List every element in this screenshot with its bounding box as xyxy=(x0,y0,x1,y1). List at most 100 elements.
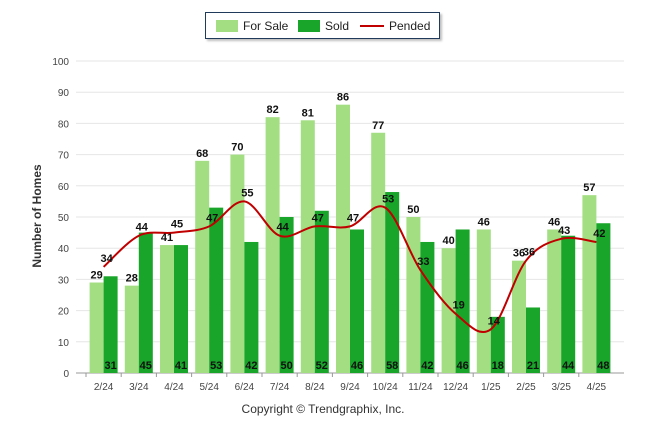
data-label-sold: 53 xyxy=(210,360,222,372)
data-label-for-sale: 82 xyxy=(266,104,278,116)
y-axis-label: Number of Homes xyxy=(30,164,44,268)
chart-legend: For Sale Sold Pended xyxy=(205,12,440,39)
data-label-for-sale: 81 xyxy=(302,107,314,119)
legend-swatch-sold xyxy=(298,20,320,32)
x-tick-label: 4/24 xyxy=(164,382,184,393)
data-label-pended: 42 xyxy=(593,228,605,240)
y-tick-label: 40 xyxy=(58,244,70,255)
data-label-for-sale: 46 xyxy=(478,216,490,228)
data-label-sold: 48 xyxy=(597,360,609,372)
data-label-pended: 53 xyxy=(382,194,394,206)
bar-for-sale xyxy=(300,120,315,373)
data-label-sold: 46 xyxy=(351,360,363,372)
data-label-sold: 18 xyxy=(492,360,504,372)
x-tick-label: 9/24 xyxy=(340,382,360,393)
x-tick-label: 8/24 xyxy=(305,382,325,393)
data-label-for-sale: 36 xyxy=(513,248,525,260)
bar-sold xyxy=(596,223,611,373)
bar-sold xyxy=(490,316,505,373)
data-label-pended: 44 xyxy=(136,222,149,234)
data-label-for-sale: 28 xyxy=(126,273,138,285)
y-tick-label: 30 xyxy=(58,275,70,286)
data-label-for-sale: 86 xyxy=(337,92,349,104)
bar-sold xyxy=(350,229,364,373)
legend-item-for-sale[interactable]: For Sale xyxy=(216,19,288,33)
bar-sold xyxy=(174,245,188,373)
bar-sold xyxy=(385,192,400,373)
data-label-pended: 47 xyxy=(206,212,218,224)
bar-for-sale xyxy=(441,248,456,373)
legend-item-pended[interactable]: Pended xyxy=(360,19,430,33)
data-label-for-sale: 50 xyxy=(407,204,419,216)
bar-sold xyxy=(314,210,329,373)
bar-sold xyxy=(455,229,470,373)
data-label-sold: 44 xyxy=(562,360,575,372)
x-tick-label: 11/24 xyxy=(408,382,433,393)
y-tick-label: 50 xyxy=(58,213,70,224)
bar-sold xyxy=(526,307,540,373)
x-tick-label: 5/24 xyxy=(199,382,219,393)
legend-item-sold[interactable]: Sold xyxy=(298,19,349,33)
data-label-sold: 46 xyxy=(456,360,468,372)
bar-for-sale xyxy=(512,260,526,373)
data-label-sold: 42 xyxy=(421,360,433,372)
data-label-for-sale: 41 xyxy=(161,232,173,244)
x-tick-label: 4/25 xyxy=(587,382,607,393)
legend-swatch-pended xyxy=(360,25,384,27)
legend-label-sold: Sold xyxy=(325,19,350,33)
bar-sold xyxy=(561,235,576,373)
data-label-sold: 41 xyxy=(175,360,187,372)
y-tick-label: 60 xyxy=(58,182,70,193)
x-tick-label: 12/24 xyxy=(443,382,468,393)
data-label-pended: 45 xyxy=(171,219,183,231)
data-label-pended: 47 xyxy=(312,212,324,224)
data-label-for-sale: 77 xyxy=(372,120,384,132)
legend-swatch-for-sale xyxy=(216,20,238,32)
data-label-pended: 36 xyxy=(523,247,535,259)
bar-for-sale xyxy=(160,245,174,373)
data-label-sold: 21 xyxy=(527,360,539,372)
data-label-sold: 50 xyxy=(280,360,292,372)
data-label-pended: 34 xyxy=(100,253,113,265)
bar-sold xyxy=(138,232,153,373)
data-label-sold: 52 xyxy=(316,360,328,372)
bar-for-sale xyxy=(547,229,562,373)
x-tick-label: 10/24 xyxy=(373,382,398,393)
x-tick-label: 2/24 xyxy=(94,382,114,393)
data-label-pended: 19 xyxy=(452,300,464,312)
data-label-pended: 44 xyxy=(276,222,289,234)
data-label-pended: 55 xyxy=(241,187,253,199)
bar-for-sale xyxy=(476,229,491,373)
legend-label-for-sale: For Sale xyxy=(243,19,289,33)
copyright-text: Copyright © Trendgraphix, Inc. xyxy=(241,402,405,416)
data-label-for-sale: 29 xyxy=(90,270,102,282)
y-tick-label: 0 xyxy=(63,369,69,380)
bar-for-sale xyxy=(89,282,104,373)
data-label-sold: 31 xyxy=(104,360,116,372)
bar-for-sale xyxy=(582,195,597,373)
bar-for-sale xyxy=(406,217,421,373)
data-label-sold: 42 xyxy=(245,360,257,372)
data-label-sold: 45 xyxy=(140,360,152,372)
bar-sold xyxy=(244,241,259,373)
data-label-sold: 58 xyxy=(386,360,398,372)
y-tick-label: 20 xyxy=(58,307,70,318)
data-label-for-sale: 70 xyxy=(231,142,243,154)
x-tick-label: 1/25 xyxy=(481,382,501,393)
data-label-for-sale: 40 xyxy=(442,235,454,247)
y-tick-label: 80 xyxy=(58,119,70,130)
y-tick-label: 10 xyxy=(58,338,70,349)
data-label-pended: 47 xyxy=(347,212,359,224)
bar-for-sale xyxy=(336,104,350,374)
bar-for-sale xyxy=(124,285,139,373)
x-tick-label: 3/24 xyxy=(129,382,149,393)
y-tick-label: 90 xyxy=(58,88,70,99)
data-label-for-sale: 57 xyxy=(583,182,595,194)
x-tick-label: 2/25 xyxy=(516,382,536,393)
x-tick-label: 7/24 xyxy=(270,382,290,393)
bar-sold xyxy=(103,276,118,373)
bar-for-sale xyxy=(195,160,210,373)
bar-sold xyxy=(209,207,224,373)
legend-label-pended: Pended xyxy=(389,19,431,33)
